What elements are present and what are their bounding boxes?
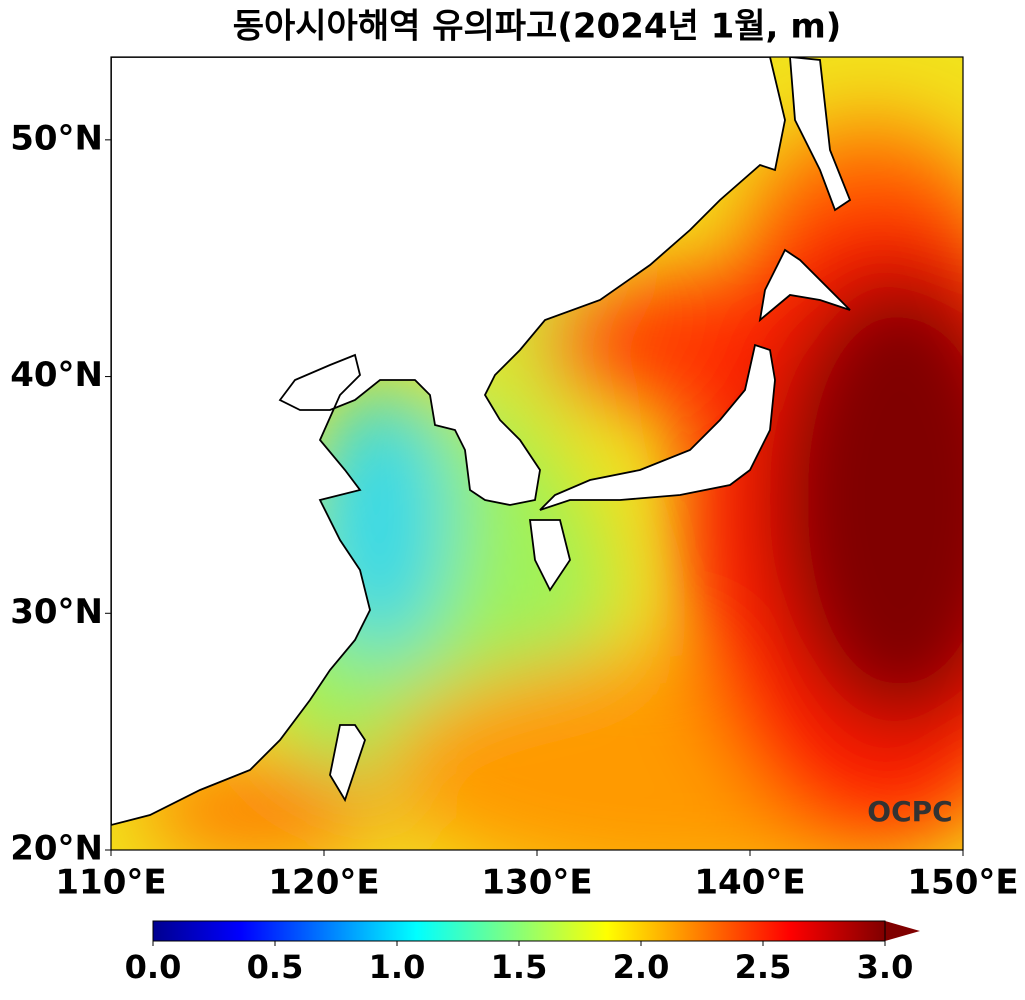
x-tick-label: 150°E <box>907 863 1018 903</box>
colorbar-tick-label: 2.0 <box>613 948 670 986</box>
colorbar-tick-label: 0.5 <box>247 948 304 986</box>
y-tick-label: 20°N <box>10 829 103 869</box>
colorbar-tick-label: 0.0 <box>125 948 182 986</box>
colorbar-extend <box>885 921 920 941</box>
colorbar <box>153 921 885 941</box>
y-tick-label: 40°N <box>10 355 103 395</box>
x-tick-label: 140°E <box>694 863 805 903</box>
wave-field <box>111 57 963 850</box>
logo: OCPC <box>867 795 952 828</box>
colorbar-tick-label: 3.0 <box>857 948 914 986</box>
x-tick-label: 130°E <box>481 863 592 903</box>
colorbar-tick-label: 1.5 <box>491 948 548 986</box>
y-tick-label: 30°N <box>10 592 103 632</box>
colorbar-tick-label: 2.5 <box>735 948 792 986</box>
x-tick-label: 120°E <box>268 863 379 903</box>
title: 동아시아해역 유의파고(2024년 1월, m) <box>233 7 842 47</box>
colorbar-tick-label: 1.0 <box>369 948 426 986</box>
x-tick-label: 110°E <box>55 863 166 903</box>
y-tick-label: 50°N <box>10 118 103 158</box>
land <box>111 57 852 826</box>
